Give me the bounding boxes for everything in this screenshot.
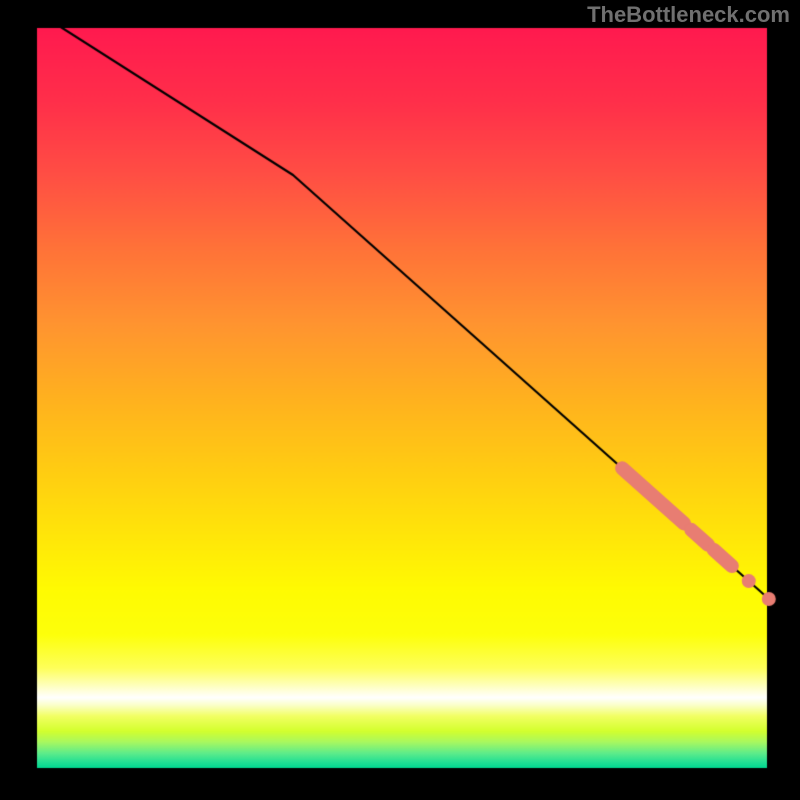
chart-container: TheBottleneck.com [0,0,800,800]
bottleneck-chart-canvas [0,0,800,800]
watermark-label: TheBottleneck.com [587,2,790,28]
